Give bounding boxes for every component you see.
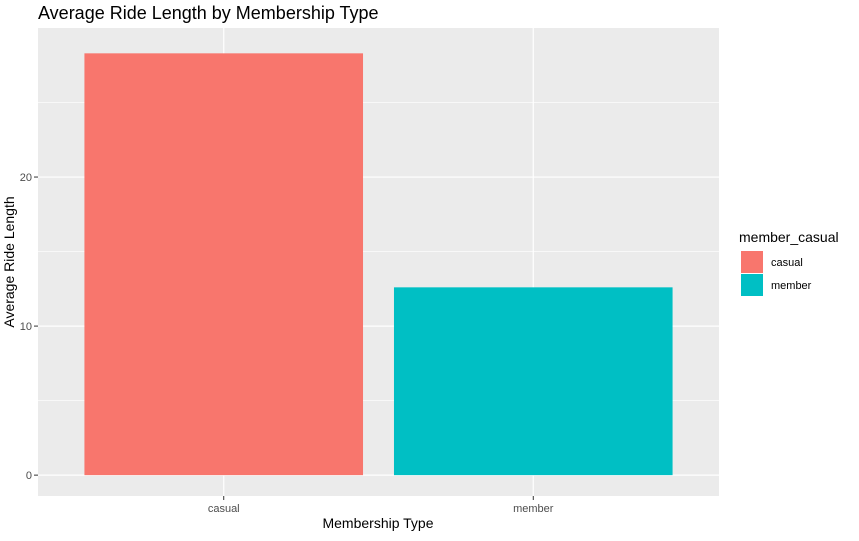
chart-title: Average Ride Length by Membership Type (38, 3, 379, 23)
x-axis: casual member (208, 496, 554, 515)
bars (84, 53, 673, 476)
y-tick-label: 10 (20, 321, 32, 333)
legend-key-member (741, 274, 763, 296)
legend-label-casual: casual (771, 257, 803, 269)
x-tick-label: member (513, 503, 554, 515)
y-axis: 0 10 20 (20, 172, 38, 482)
y-tick-label: 0 (26, 470, 32, 482)
legend-items: casual member (741, 251, 812, 296)
x-tick-label: casual (208, 503, 240, 515)
legend-label-member: member (771, 280, 812, 292)
y-axis-title: Average Ride Length (1, 196, 17, 327)
x-axis-title: Membership Type (322, 515, 433, 531)
legend: member_casual casual member (739, 229, 839, 296)
y-tick-label: 20 (20, 172, 32, 184)
bar-casual (84, 53, 364, 476)
bar-member (393, 287, 673, 476)
legend-key-casual (741, 251, 763, 273)
legend-title: member_casual (739, 229, 839, 245)
